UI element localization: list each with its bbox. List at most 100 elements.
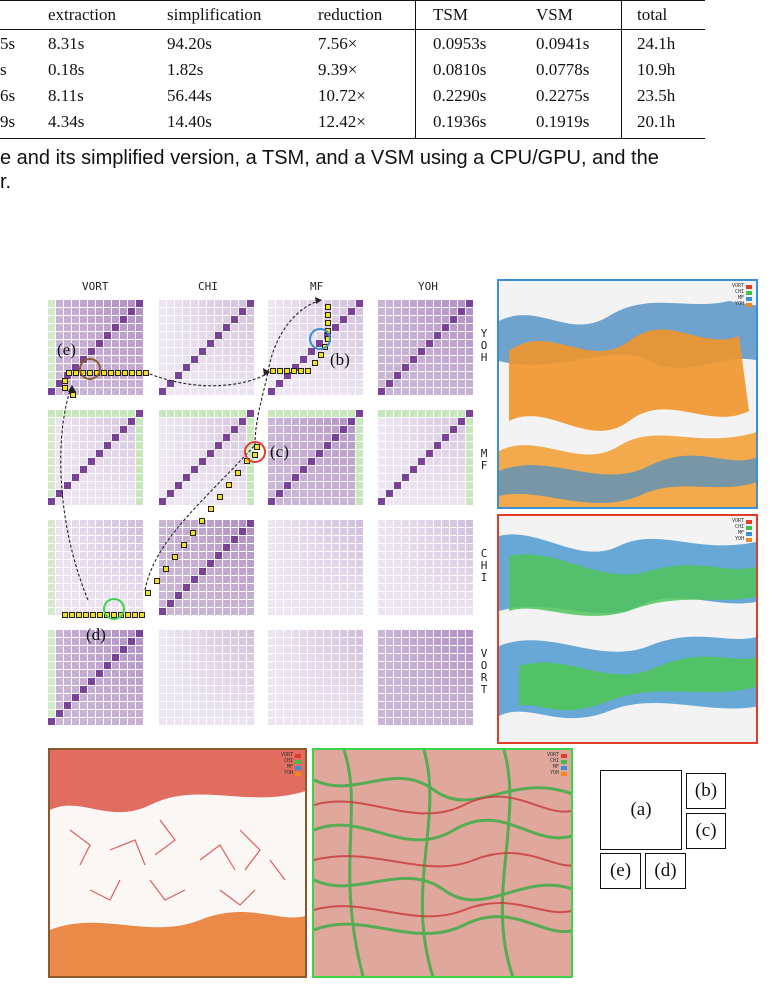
matrix-cell [316,686,323,693]
matrix-cell [268,670,275,677]
matrix-cell [284,630,291,637]
matrix-cell [300,498,307,505]
matrix-cell [191,678,198,685]
matrix-cell [191,592,198,599]
matrix-cell [410,694,417,701]
matrix-cell [48,482,55,489]
legend-label: MF [737,295,744,301]
matrix-cell [88,410,95,417]
matrix-cell [466,450,473,457]
matrix-cell [247,544,254,551]
matrix-cell [332,630,339,637]
path-node [143,370,149,376]
matrix-cell [191,654,198,661]
matrix-cell [88,552,95,559]
matrix-cell [394,552,401,559]
matrix-cell [88,678,95,685]
matrix-cell [223,710,230,717]
matrix-cell [136,560,143,567]
matrix-cell [183,710,190,717]
matrix-cell [104,678,111,685]
matrix-cell [386,498,393,505]
matrix-cell [88,482,95,489]
matrix-cell [410,458,417,465]
matrix-cell [458,528,465,535]
matrix-cell [48,592,55,599]
matrix-cell [276,568,283,575]
matrix-cell [56,670,63,677]
matrix-cell [402,308,409,315]
matrix-cell [418,600,425,607]
matrix-cell [300,718,307,725]
matrix-cell [410,544,417,551]
matrix-cell [394,380,401,387]
matrix-panel [268,410,365,507]
matrix-cell [340,584,347,591]
matrix-cell [120,576,127,583]
matrix-cell [402,324,409,331]
matrix-cell [324,544,331,551]
matrix-cell [64,608,71,615]
table-cell: 0.0941s [536,34,590,53]
matrix-cell [292,638,299,645]
matrix-cell [340,536,347,543]
matrix-cell [199,380,206,387]
legend-swatch [561,759,567,764]
matrix-cell [324,442,331,449]
matrix-cell [207,490,214,497]
matrix-cell [64,718,71,725]
matrix-cell [207,568,214,575]
matrix-cell [207,466,214,473]
matrix-cell [128,528,135,535]
matrix-cell [56,316,63,323]
matrix-cell [215,576,222,583]
matrix-cell [128,426,135,433]
matrix-cell [64,686,71,693]
matrix-cell [386,694,393,701]
matrix-cell [96,466,103,473]
matrix-cell [276,560,283,567]
matrix-cell [466,536,473,543]
matrix-cell [378,560,385,567]
matrix-cell [450,528,457,535]
matrix-cell [332,702,339,709]
matrix-panel [268,520,365,617]
matrix-cell [72,686,79,693]
matrix-cell [231,356,238,363]
matrix-cell [418,592,425,599]
matrix-cell [308,388,315,395]
legend-swatch [561,765,567,770]
matrix-cell [48,450,55,457]
matrix-cell [300,356,307,363]
matrix-cell [434,638,441,645]
matrix-cell [402,678,409,685]
matrix-cell [48,702,55,709]
matrix-cell [434,528,441,535]
matrix-cell [458,458,465,465]
matrix-cell [340,646,347,653]
matrix-cell [199,474,206,481]
matrix-cell [308,372,315,379]
matrix-cell [223,490,230,497]
matrix-cell [308,410,315,417]
isosurface-render [499,301,756,507]
matrix-cell [56,474,63,481]
matrix-cell [231,686,238,693]
matrix-cell [340,434,347,441]
matrix-cell [418,498,425,505]
matrix-cell [434,466,441,473]
matrix-cell [175,364,182,371]
matrix-cell [88,308,95,315]
matrix-cell [386,710,393,717]
matrix-cell [128,434,135,441]
matrix-cell [378,528,385,535]
matrix-cell [223,340,230,347]
matrix-cell [426,662,433,669]
matrix-cell [183,686,190,693]
matrix-cell [191,646,198,653]
matrix-cell [410,332,417,339]
matrix-cell [316,576,323,583]
matrix-cell [128,654,135,661]
matrix-cell [356,380,363,387]
matrix-cell [48,474,55,481]
